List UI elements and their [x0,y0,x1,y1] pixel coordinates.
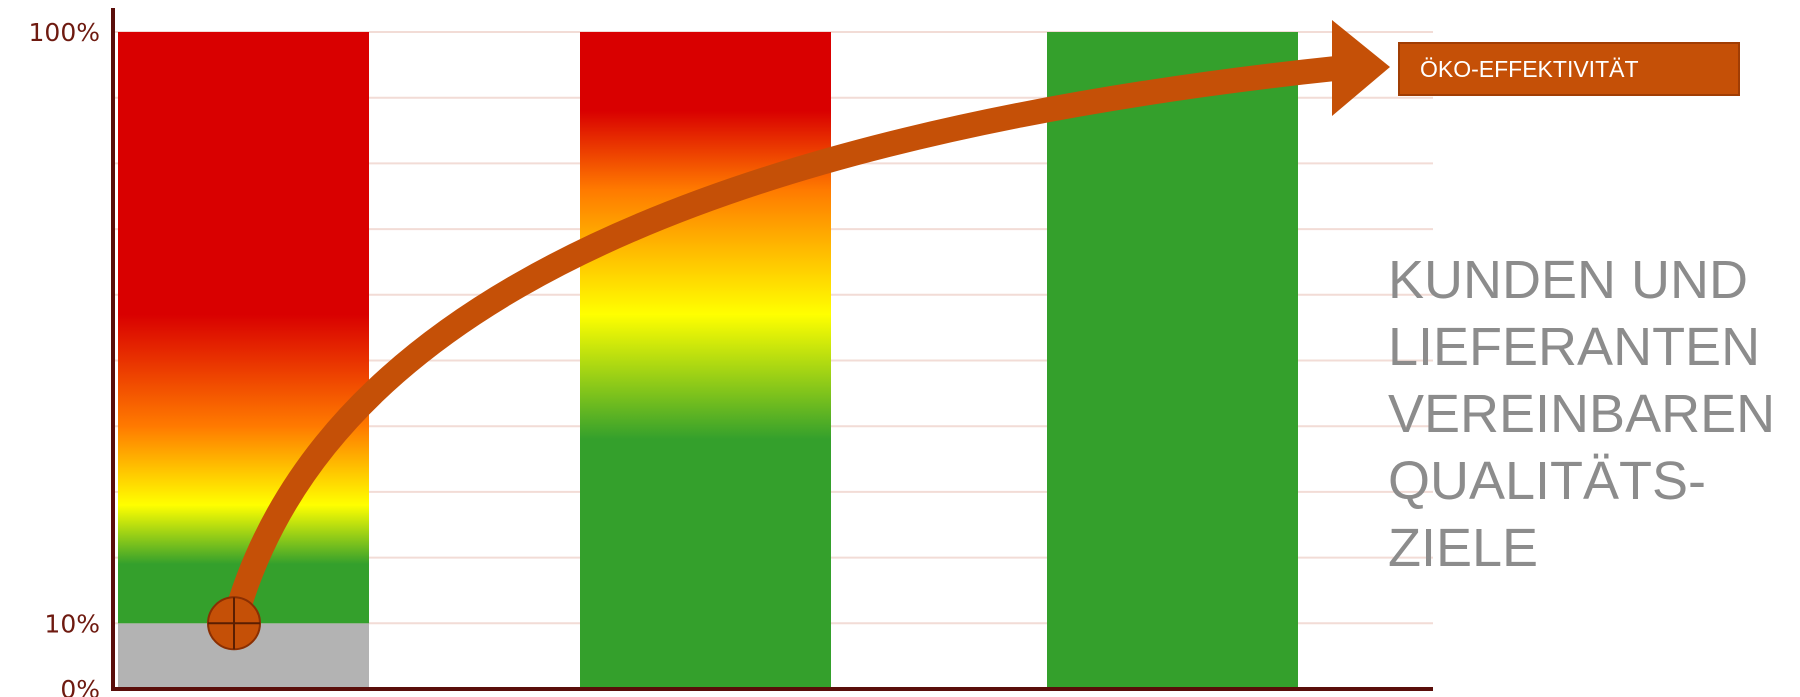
trend-arrow [207,20,1390,651]
side-text-line: QUALITÄTS- [1388,451,1707,511]
badge: ÖKO-EFFEKTIVITÄT [1398,42,1740,96]
side-text-line: KUNDEN UND [1388,250,1749,310]
y-tick-label: 10% [44,609,100,638]
side-text-line: ZIELE [1388,518,1539,578]
start-marker-icon [207,596,261,651]
y-tick-label: 100% [29,18,100,47]
bar [1047,32,1298,689]
bar [580,32,831,689]
badge-label: ÖKO-EFFEKTIVITÄT [1420,56,1639,82]
bar [118,32,369,624]
trend-arrow-head [1332,20,1390,116]
badge-box [1398,42,1740,96]
y-tick-label: 0% [60,675,100,697]
side-text-line: LIEFERANTEN [1388,317,1761,377]
side-text-line: VEREINBAREN [1388,384,1776,444]
side-text: KUNDEN UND LIEFERANTEN VEREINBAREN QUALI… [1388,247,1775,582]
trend-arrow-shaft [221,55,1342,627]
axes [111,8,1433,691]
bars [118,32,1298,689]
y-tick-labels: 0% 10% 100% [29,18,100,697]
